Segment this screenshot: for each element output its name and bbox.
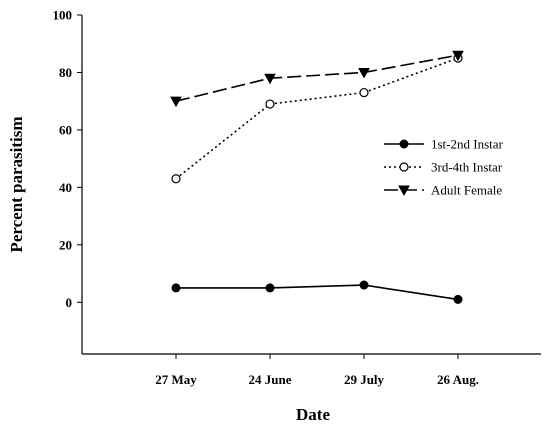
legend: 1st-2nd Instar 3rd-4th Instar Adult Female: [384, 137, 504, 198]
x-tick-label: 27 May: [155, 372, 197, 387]
y-tick-label: 20: [59, 237, 72, 252]
data-point: [360, 89, 368, 97]
data-point: [172, 175, 180, 183]
data-point: [172, 284, 180, 292]
series-1: [172, 54, 462, 183]
data-point: [454, 295, 462, 303]
y-tick-label: 0: [66, 295, 73, 310]
data-point: [360, 281, 368, 289]
series-line: [176, 55, 458, 101]
y-tick-label: 60: [59, 122, 72, 137]
legend-item: 1st-2nd Instar: [384, 137, 504, 152]
y-axis-title: Percent parasitism: [7, 116, 26, 252]
x-tick-label: 29 July: [344, 372, 385, 387]
data-point: [359, 68, 369, 77]
legend-item: Adult Female: [384, 183, 502, 198]
x-tick-label: 26 Aug.: [437, 372, 479, 387]
legend-label: Adult Female: [431, 183, 502, 198]
data-series: [171, 51, 463, 303]
y-tick-label: 100: [53, 8, 73, 23]
y-tick-label: 80: [59, 65, 72, 80]
x-tick-label: 24 June: [249, 372, 292, 387]
x-axis-title: Date: [296, 405, 330, 424]
y-tick-label: 40: [59, 180, 72, 195]
series-0: [172, 281, 462, 303]
legend-label: 1st-2nd Instar: [431, 137, 504, 152]
data-point: [266, 284, 274, 292]
data-point: [400, 163, 408, 171]
legend-item: 3rd-4th Instar: [384, 160, 503, 175]
data-point: [171, 97, 181, 106]
data-point: [266, 100, 274, 108]
series-line: [176, 58, 458, 179]
legend-label: 3rd-4th Instar: [431, 160, 503, 175]
axis-ticks: 0 20 40 60 80 100 27 May 24 June 29 July 26 Aug.: [53, 8, 479, 388]
series-line: [176, 285, 458, 299]
series-2: [171, 51, 463, 106]
data-point: [400, 140, 408, 148]
